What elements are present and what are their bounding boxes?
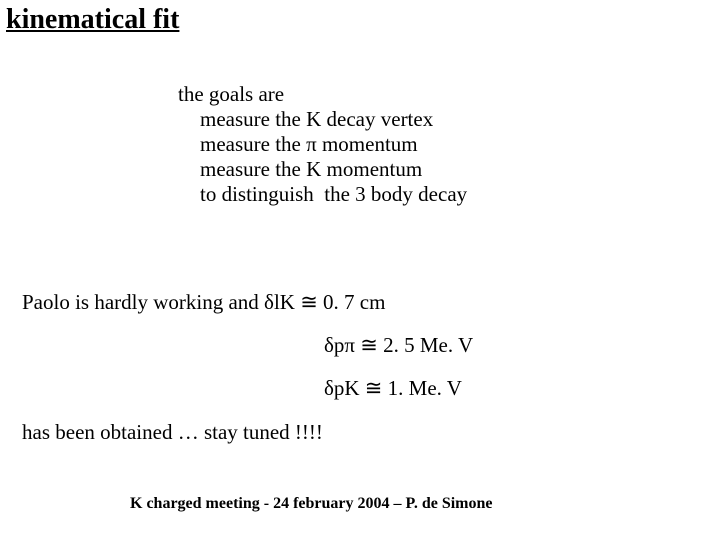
- goals-item: measure the K momentum: [178, 157, 467, 182]
- goals-item: measure the π momentum: [178, 132, 467, 157]
- slide-footer: K charged meeting - 24 february 2004 – P…: [130, 495, 492, 513]
- slide-title: kinematical fit: [6, 4, 179, 36]
- goals-item: measure the K decay vertex: [178, 107, 467, 132]
- measurement-line: δpK ≅ 1. Me. V: [324, 376, 462, 401]
- stay-tuned-line: has been obtained … stay tuned !!!!: [22, 420, 323, 445]
- goals-item: to distinguish the 3 body decay: [178, 182, 467, 207]
- measurement-line: δpπ ≅ 2. 5 Me. V: [324, 333, 473, 358]
- goals-heading: the goals are: [178, 82, 467, 107]
- goals-block: the goals are measure the K decay vertex…: [178, 82, 467, 207]
- paolo-line: Paolo is hardly working and δlK ≅ 0. 7 c…: [22, 290, 385, 315]
